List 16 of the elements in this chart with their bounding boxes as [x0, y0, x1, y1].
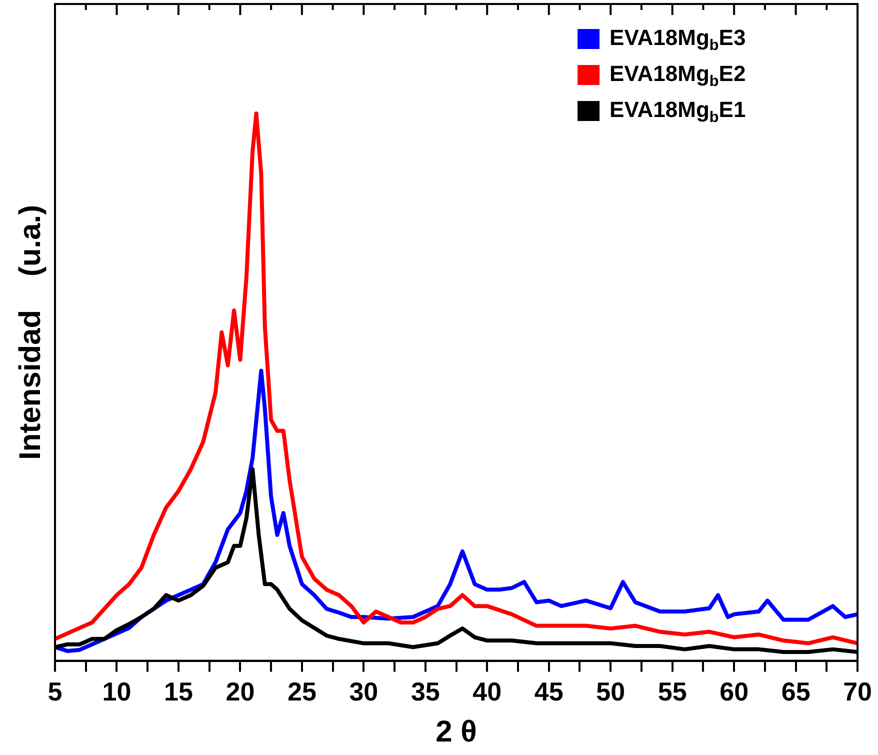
x-tick-label: 35	[410, 676, 440, 707]
x-tick-label: 5	[48, 676, 62, 707]
x-tick-label: 65	[781, 676, 810, 707]
x-tick-label: 10	[102, 676, 132, 707]
x-tick-label: 40	[472, 676, 502, 707]
x-tick-label: 60	[720, 676, 749, 707]
x-tick-label: 45	[534, 676, 564, 707]
y-axis-title: Intensidad (u.a.)	[14, 204, 47, 460]
x-tick-label: 20	[226, 676, 255, 707]
x-tick-label: 70	[843, 676, 872, 707]
x-tick-label: 15	[164, 676, 193, 707]
x-tick-label: 55	[658, 676, 687, 707]
x-axis-title: 2 θ	[436, 715, 477, 748]
x-tick-label: 30	[349, 676, 378, 707]
x-tick-label: 50	[596, 676, 626, 707]
x-tick-label: 25	[287, 676, 316, 707]
